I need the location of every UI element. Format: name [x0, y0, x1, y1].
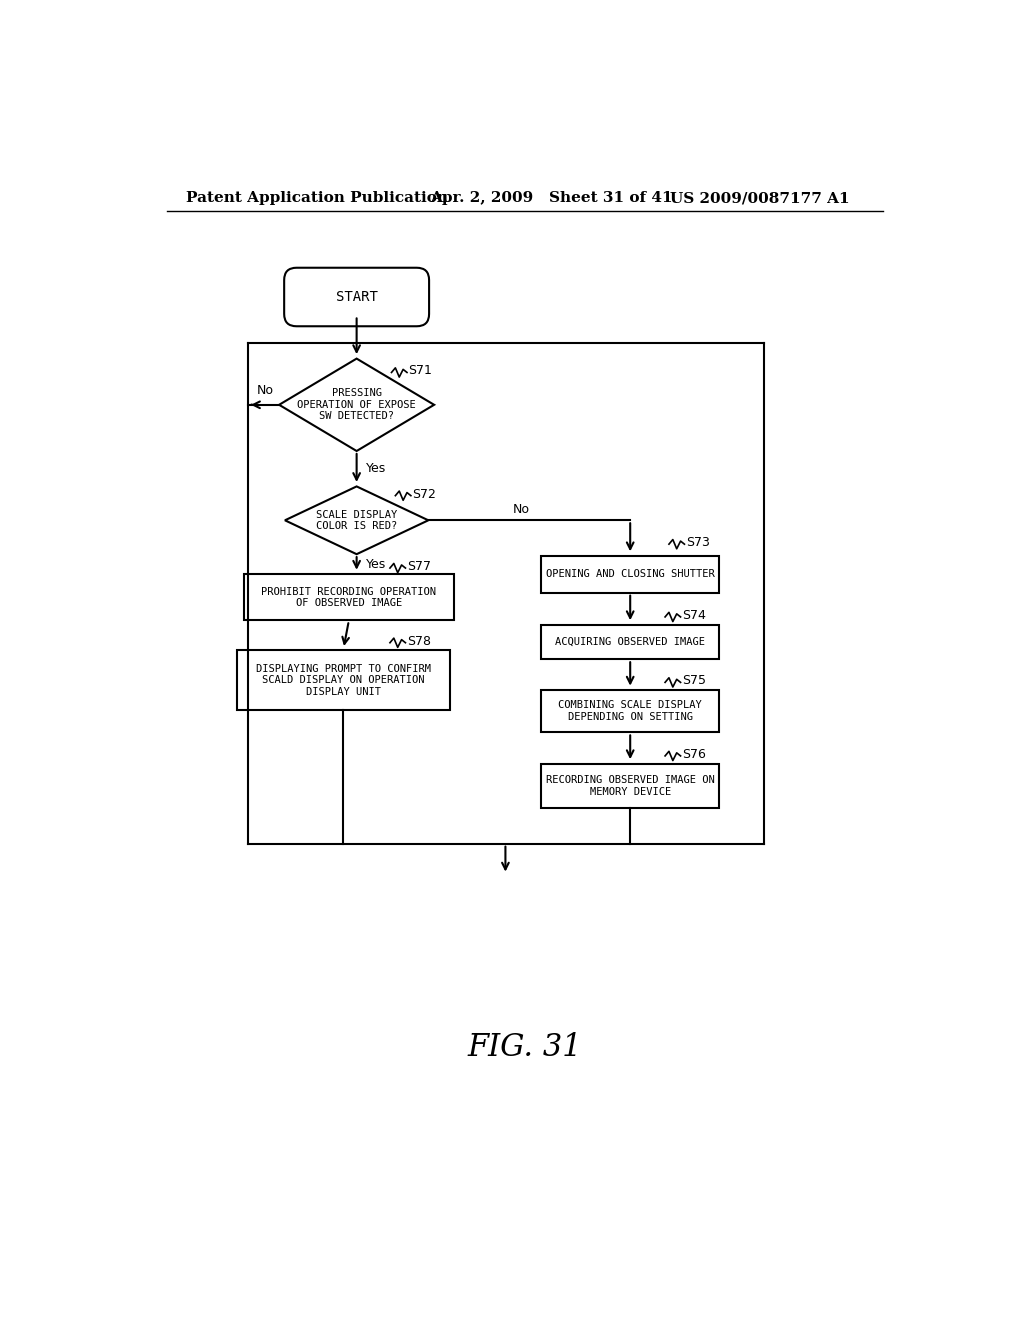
Text: Patent Application Publication: Patent Application Publication — [186, 191, 449, 206]
Text: S76: S76 — [682, 748, 706, 760]
Text: Yes: Yes — [366, 462, 386, 475]
Text: S71: S71 — [409, 364, 432, 378]
Text: PROHIBIT RECORDING OPERATION
OF OBSERVED IMAGE: PROHIBIT RECORDING OPERATION OF OBSERVED… — [261, 586, 436, 609]
FancyBboxPatch shape — [285, 268, 429, 326]
Bar — [237, 651, 450, 710]
Bar — [245, 574, 454, 620]
Text: DISPLAYING PROMPT TO CONFIRM
SCALD DISPLAY ON OPERATION
DISPLAY UNIT: DISPLAYING PROMPT TO CONFIRM SCALD DISPL… — [256, 664, 431, 697]
Text: S77: S77 — [407, 560, 431, 573]
Text: PRESSING
OPERATION OF EXPOSE
SW DETECTED?: PRESSING OPERATION OF EXPOSE SW DETECTED… — [297, 388, 416, 421]
Text: S78: S78 — [407, 635, 431, 648]
Text: FIG. 31: FIG. 31 — [468, 1032, 582, 1063]
Bar — [541, 763, 719, 808]
Text: No: No — [513, 503, 530, 516]
Text: Yes: Yes — [366, 557, 386, 570]
Bar — [541, 556, 719, 593]
Text: SCALE DISPLAY
COLOR IS RED?: SCALE DISPLAY COLOR IS RED? — [316, 510, 397, 531]
Text: ACQUIRING OBSERVED IMAGE: ACQUIRING OBSERVED IMAGE — [555, 638, 706, 647]
Text: COMBINING SCALE DISPLAY
DEPENDING ON SETTING: COMBINING SCALE DISPLAY DEPENDING ON SET… — [558, 701, 702, 722]
Text: Apr. 2, 2009   Sheet 31 of 41: Apr. 2, 2009 Sheet 31 of 41 — [430, 191, 673, 206]
Bar — [541, 690, 719, 733]
Text: No: No — [257, 384, 273, 397]
Text: START: START — [336, 290, 378, 304]
Text: RECORDING OBSERVED IMAGE ON
MEMORY DEVICE: RECORDING OBSERVED IMAGE ON MEMORY DEVIC… — [546, 775, 715, 797]
Polygon shape — [280, 359, 434, 451]
Text: OPENING AND CLOSING SHUTTER: OPENING AND CLOSING SHUTTER — [546, 569, 715, 579]
Text: S72: S72 — [413, 487, 436, 500]
Polygon shape — [285, 487, 428, 554]
Text: S75: S75 — [682, 675, 707, 688]
Text: US 2009/0087177 A1: US 2009/0087177 A1 — [671, 191, 850, 206]
Text: S73: S73 — [686, 536, 710, 549]
Text: S74: S74 — [682, 609, 706, 622]
Bar — [541, 624, 719, 659]
